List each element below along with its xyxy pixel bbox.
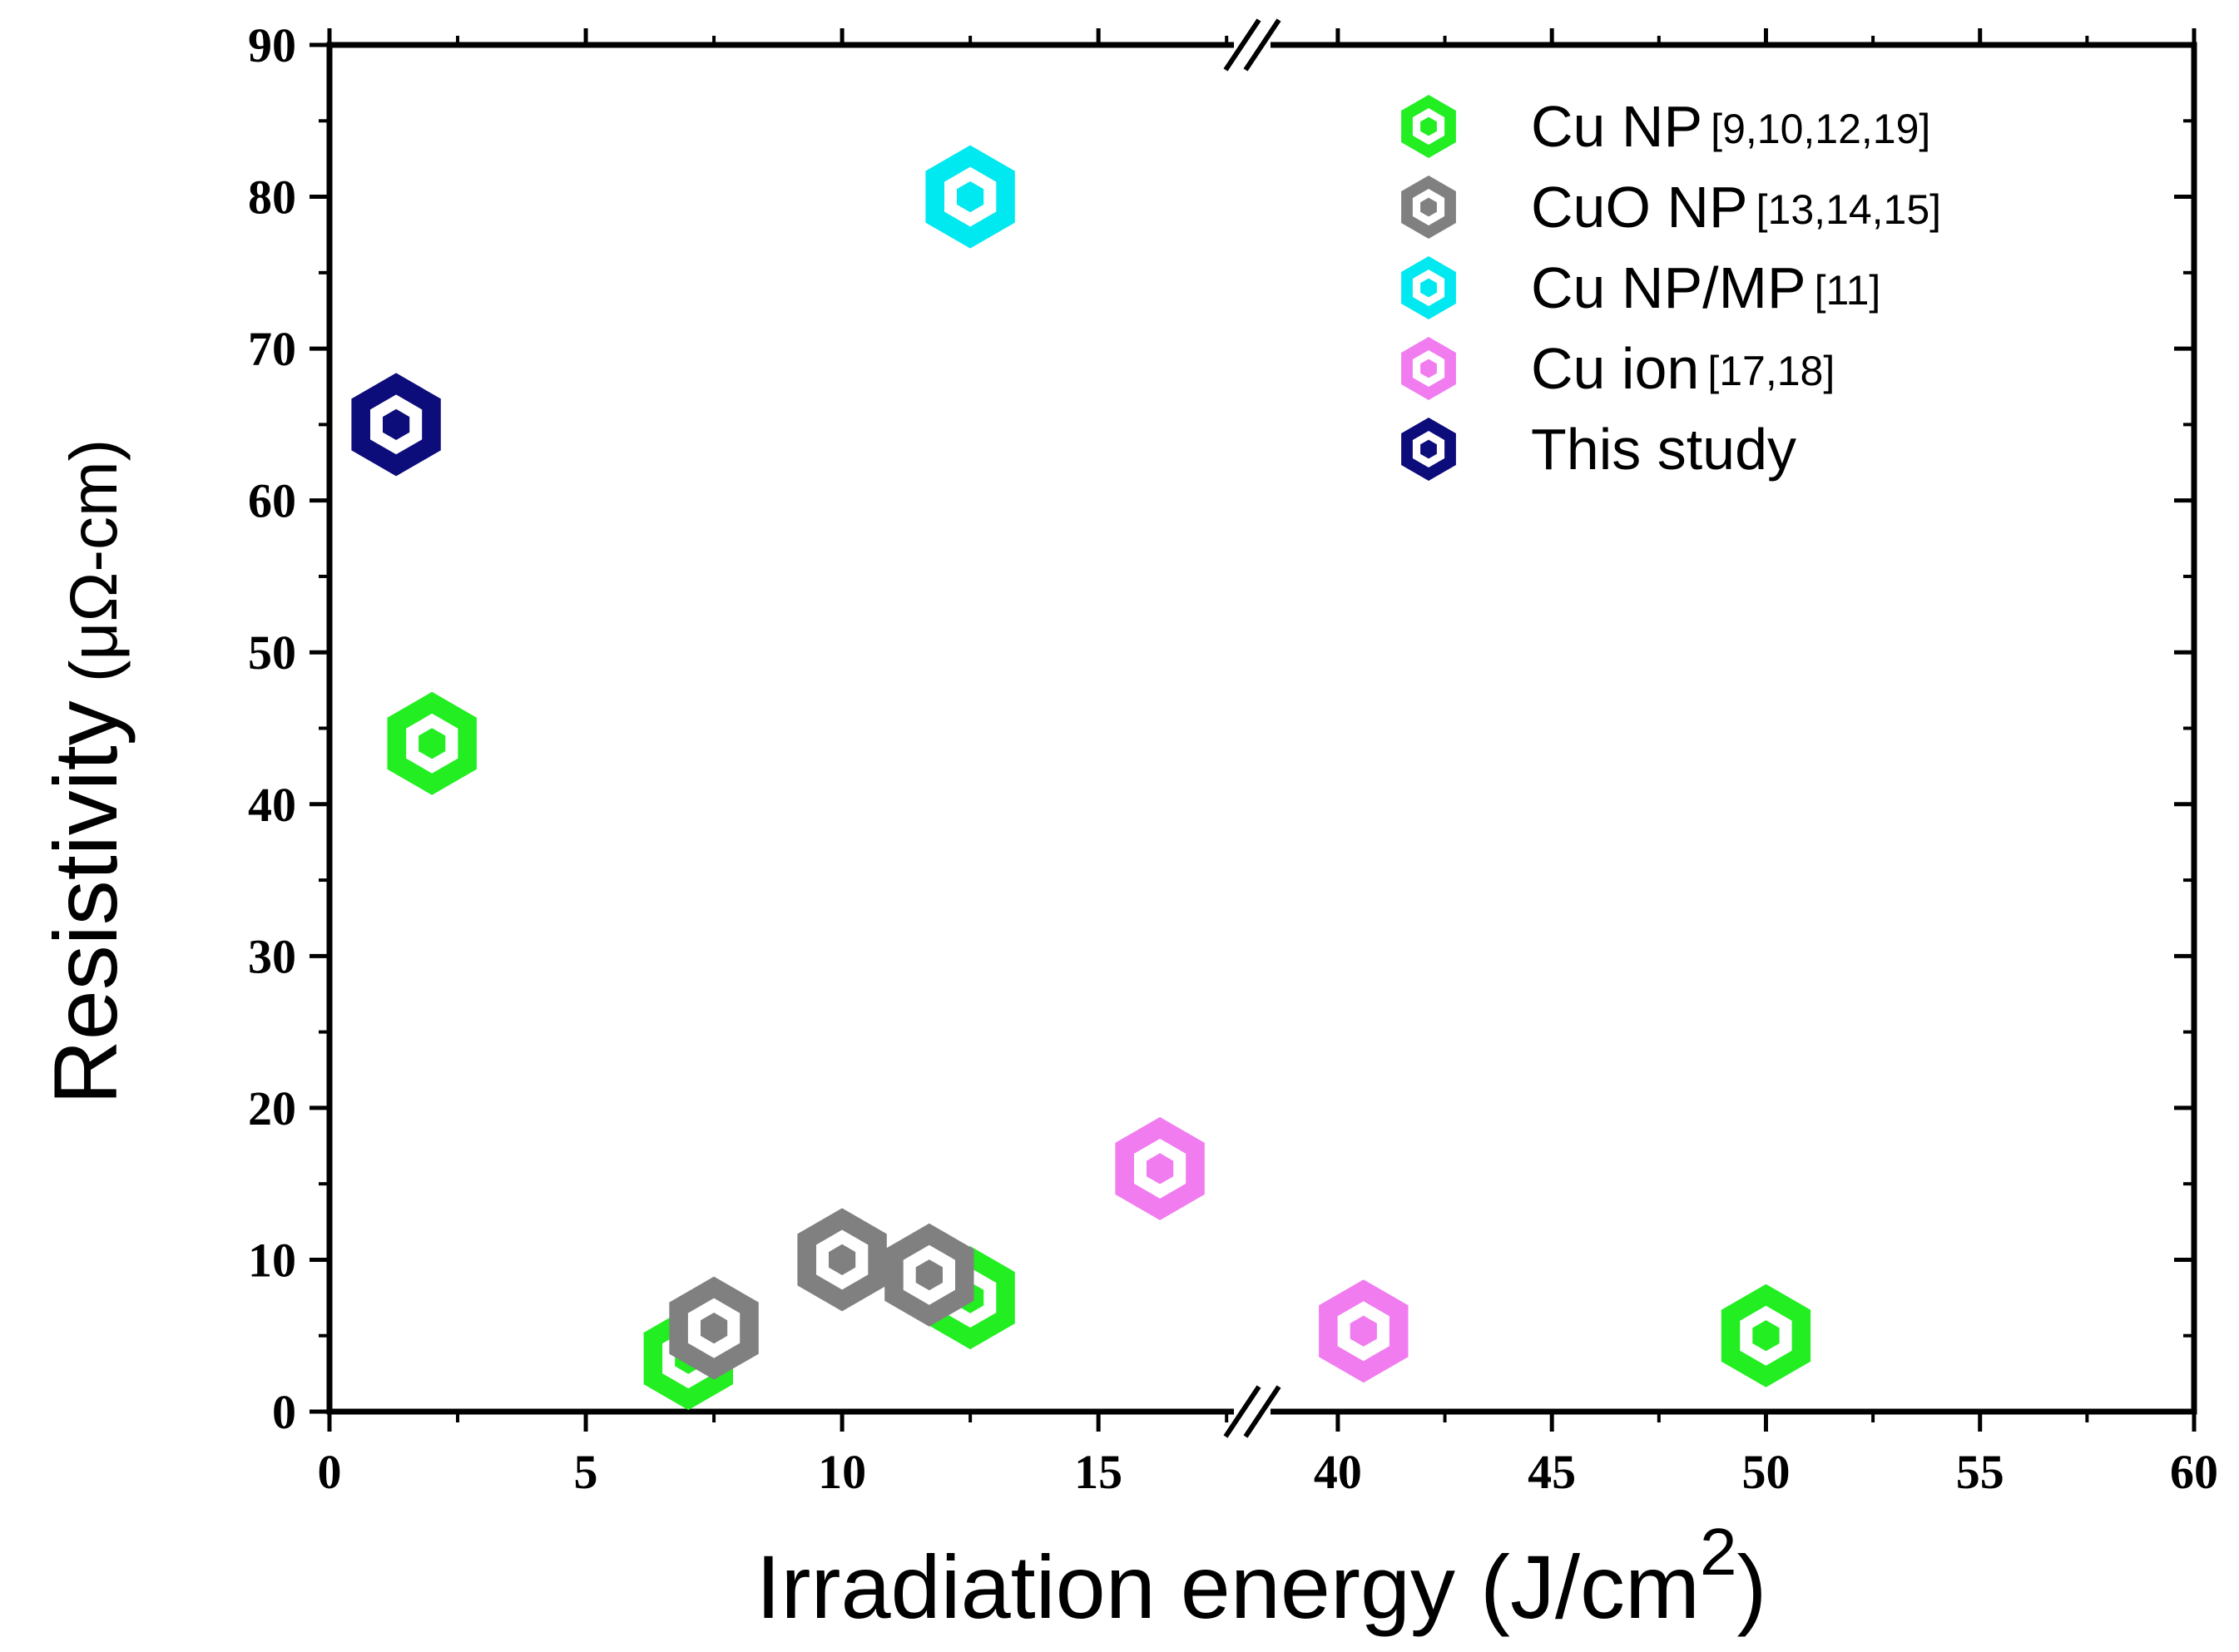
x-axis-title: Irradiation energy (J/cm2) <box>756 1515 1767 1637</box>
axis-break-slash <box>1243 1385 1281 1438</box>
axis-break-slash <box>1243 18 1281 72</box>
x-tick-label: 40 <box>1314 1445 1362 1499</box>
point-cuo-np <box>669 1276 759 1380</box>
x-tick-label: 5 <box>574 1445 598 1499</box>
y-axis-title: Resistivity(μΩ-cm) <box>35 439 136 1105</box>
legend-marker-cu-np-mp-center <box>1420 278 1437 298</box>
legend-marker-cu-ion-center <box>1420 359 1437 378</box>
legend-marker-cuo-np-center <box>1420 197 1437 217</box>
point-cu-ion <box>1115 1116 1205 1220</box>
x-tick-label: 10 <box>818 1445 866 1499</box>
point-cu-np-mp-center <box>957 181 984 213</box>
axis-break-slash <box>1223 1385 1261 1438</box>
legend-marker-cu-np-mp <box>1401 256 1456 319</box>
legend-marker-cuo-np <box>1401 176 1456 239</box>
point-cuo-np <box>797 1208 887 1312</box>
legend-label-cu-np: Cu NP [9,10,12,19] <box>1531 94 1930 159</box>
x-tick-label: 55 <box>1956 1445 2004 1499</box>
point-cu-np-center <box>1752 1320 1780 1352</box>
legend-label-cuo-np: CuO NP [13,14,15] <box>1531 175 1941 240</box>
y-tick-label: 60 <box>248 474 296 528</box>
data-points <box>351 145 1811 1411</box>
legend-marker-cu-ion <box>1401 337 1456 400</box>
legend-marker-cu-np <box>1401 95 1456 158</box>
legend-label-cu-ion: Cu ion [17,18] <box>1531 336 1835 401</box>
point-cu-np <box>387 691 477 795</box>
y-tick-label: 90 <box>248 18 296 72</box>
y-tick-label: 30 <box>248 929 296 983</box>
legend: Cu NP [9,10,12,19] CuO NP [13,14,15] Cu NP/M… <box>1401 94 1941 482</box>
point-cu-ion <box>1319 1279 1409 1383</box>
point-cuo-np-center <box>829 1244 856 1275</box>
axis-break-slash <box>1223 18 1261 72</box>
point-this-study-center <box>383 408 410 440</box>
y-tick-label: 70 <box>248 322 296 376</box>
x-tick-label: 15 <box>1074 1445 1122 1499</box>
y-tick-label: 40 <box>248 778 296 832</box>
x-tick-label: 0 <box>318 1445 342 1499</box>
point-cu-np-center <box>419 728 446 759</box>
x-tick-label: 50 <box>1741 1445 1790 1499</box>
y-tick-label: 0 <box>272 1385 296 1439</box>
point-this-study <box>351 373 441 477</box>
point-cuo-np-center <box>915 1259 943 1291</box>
point-cu-np-mp <box>925 145 1015 249</box>
axis-breaks <box>1223 18 1281 1438</box>
legend-label-this-study: This study <box>1531 417 1796 482</box>
point-cu-np <box>1721 1284 1811 1387</box>
point-cu-ion-center <box>1147 1153 1174 1185</box>
point-cuo-np-center <box>701 1313 728 1344</box>
y-tick-label: 80 <box>248 171 296 225</box>
y-tick-label: 10 <box>248 1233 296 1287</box>
point-cu-ion-center <box>1350 1315 1377 1347</box>
legend-marker-this-study-center <box>1420 439 1437 459</box>
legend-label-cu-np-mp: Cu NP/MP [11] <box>1531 255 1880 320</box>
legend-marker-this-study <box>1401 418 1456 481</box>
axis-ticks <box>310 28 2197 1432</box>
y-tick-label: 50 <box>248 626 296 680</box>
axis-tick-labels: 0 10 20 30 40 50 60 70 80 90 0 5 10 15 40 45 50 55 60 <box>248 18 2218 1499</box>
x-tick-label: 45 <box>1528 1445 1576 1499</box>
point-cuo-np <box>884 1223 974 1327</box>
legend-marker-cu-np-center <box>1420 116 1437 136</box>
y-tick-label: 20 <box>248 1081 296 1135</box>
x-tick-label: 60 <box>2170 1445 2218 1499</box>
